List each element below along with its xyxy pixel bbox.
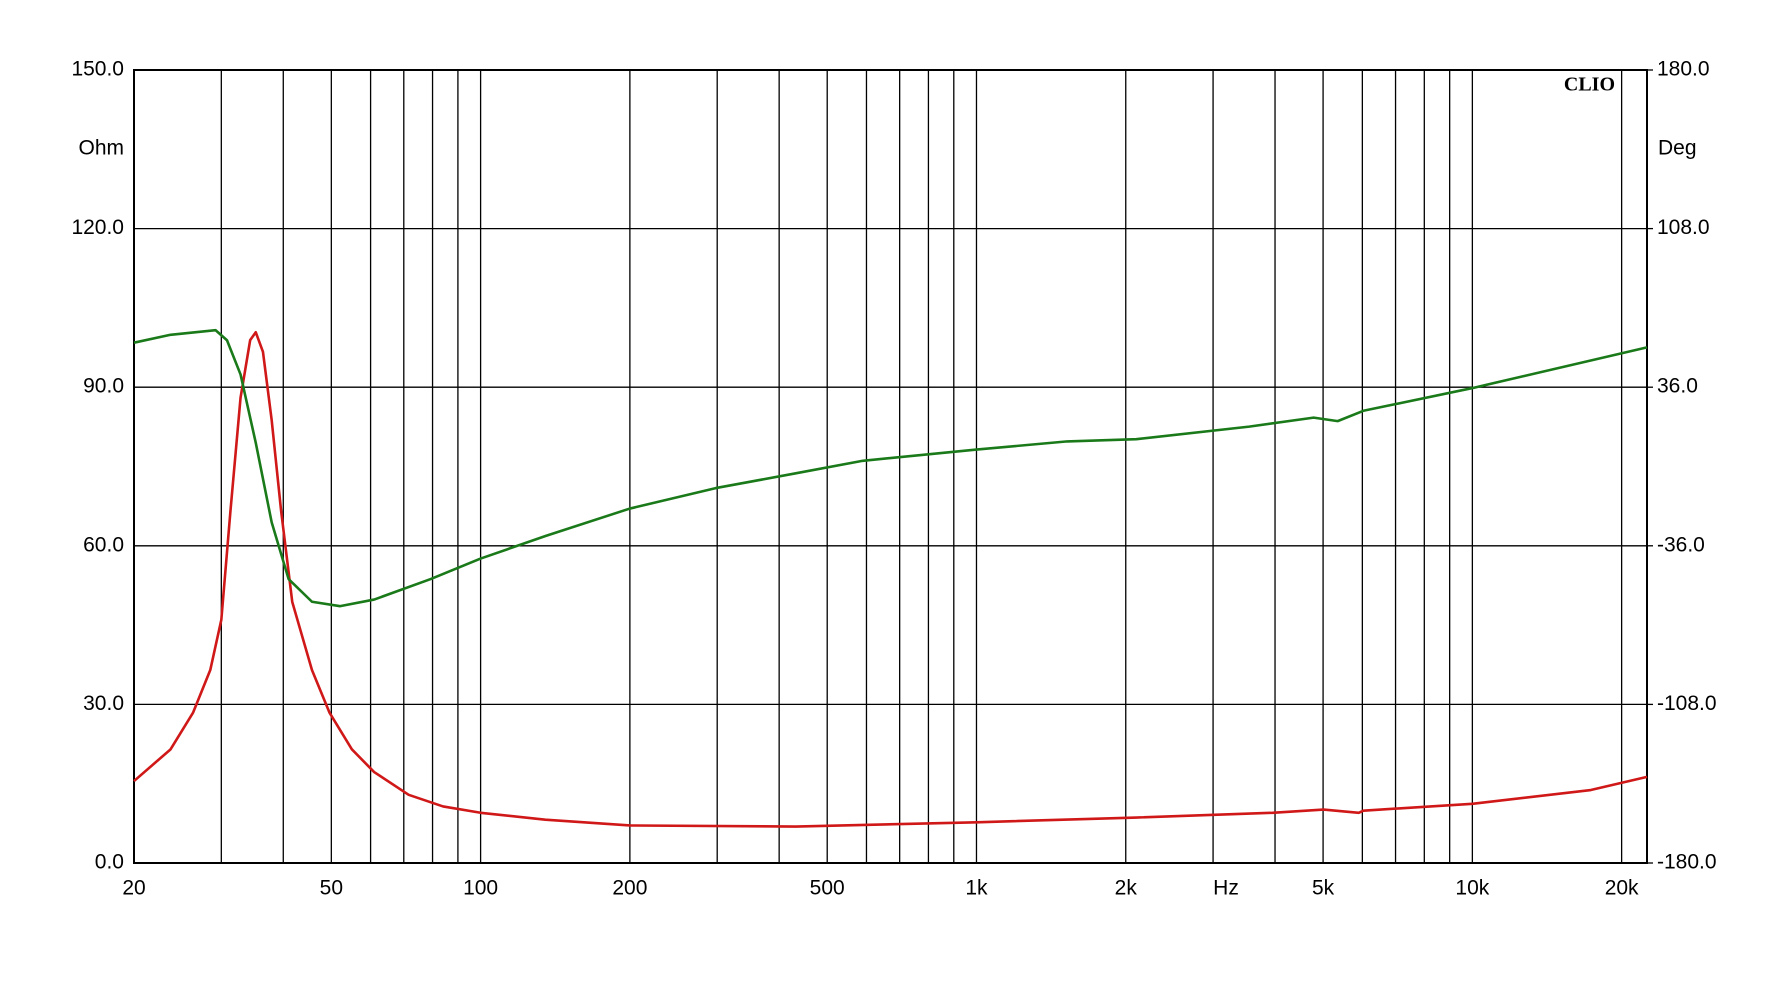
y-tick-label: 0.0	[95, 851, 124, 874]
x-tick-label: 5k	[1312, 877, 1335, 900]
y2-tick-label: -36.0	[1657, 533, 1705, 556]
x-tick-label: 10k	[1455, 877, 1489, 900]
x-tick-label: 100	[463, 877, 498, 900]
y-tick-label: 60.0	[83, 533, 124, 556]
y-tick-label: 120.0	[71, 216, 124, 239]
x-tick-label: 1k	[965, 877, 988, 900]
x-tick-label: 50	[320, 877, 343, 900]
y-tick-label: 150.0	[71, 58, 124, 81]
y2-axis-label: Deg	[1658, 137, 1697, 160]
x-axis-label: Hz	[1213, 877, 1239, 900]
x-tick-label: 20k	[1605, 877, 1639, 900]
y-tick-label: 30.0	[83, 692, 124, 715]
y-tick-label: 90.0	[83, 375, 124, 398]
y2-tick-label: 36.0	[1657, 375, 1698, 398]
y2-tick-label: -108.0	[1657, 692, 1717, 715]
data-line	[133, 330, 1648, 828]
x-tick-label: 2k	[1115, 877, 1138, 900]
x-tick-label: 500	[810, 877, 845, 900]
x-tick-label: 200	[612, 877, 647, 900]
y2-tick-label: -180.0	[1657, 851, 1717, 874]
data-line	[133, 328, 1648, 608]
y2-tick-label: 108.0	[1657, 216, 1710, 239]
x-tick-label: 20	[122, 877, 145, 900]
brand-label: CLIO	[1564, 74, 1615, 96]
y2-tick-label: 180.0	[1657, 58, 1710, 81]
plot-frame	[133, 69, 1648, 864]
y-axis-label: Ohm	[78, 137, 124, 160]
